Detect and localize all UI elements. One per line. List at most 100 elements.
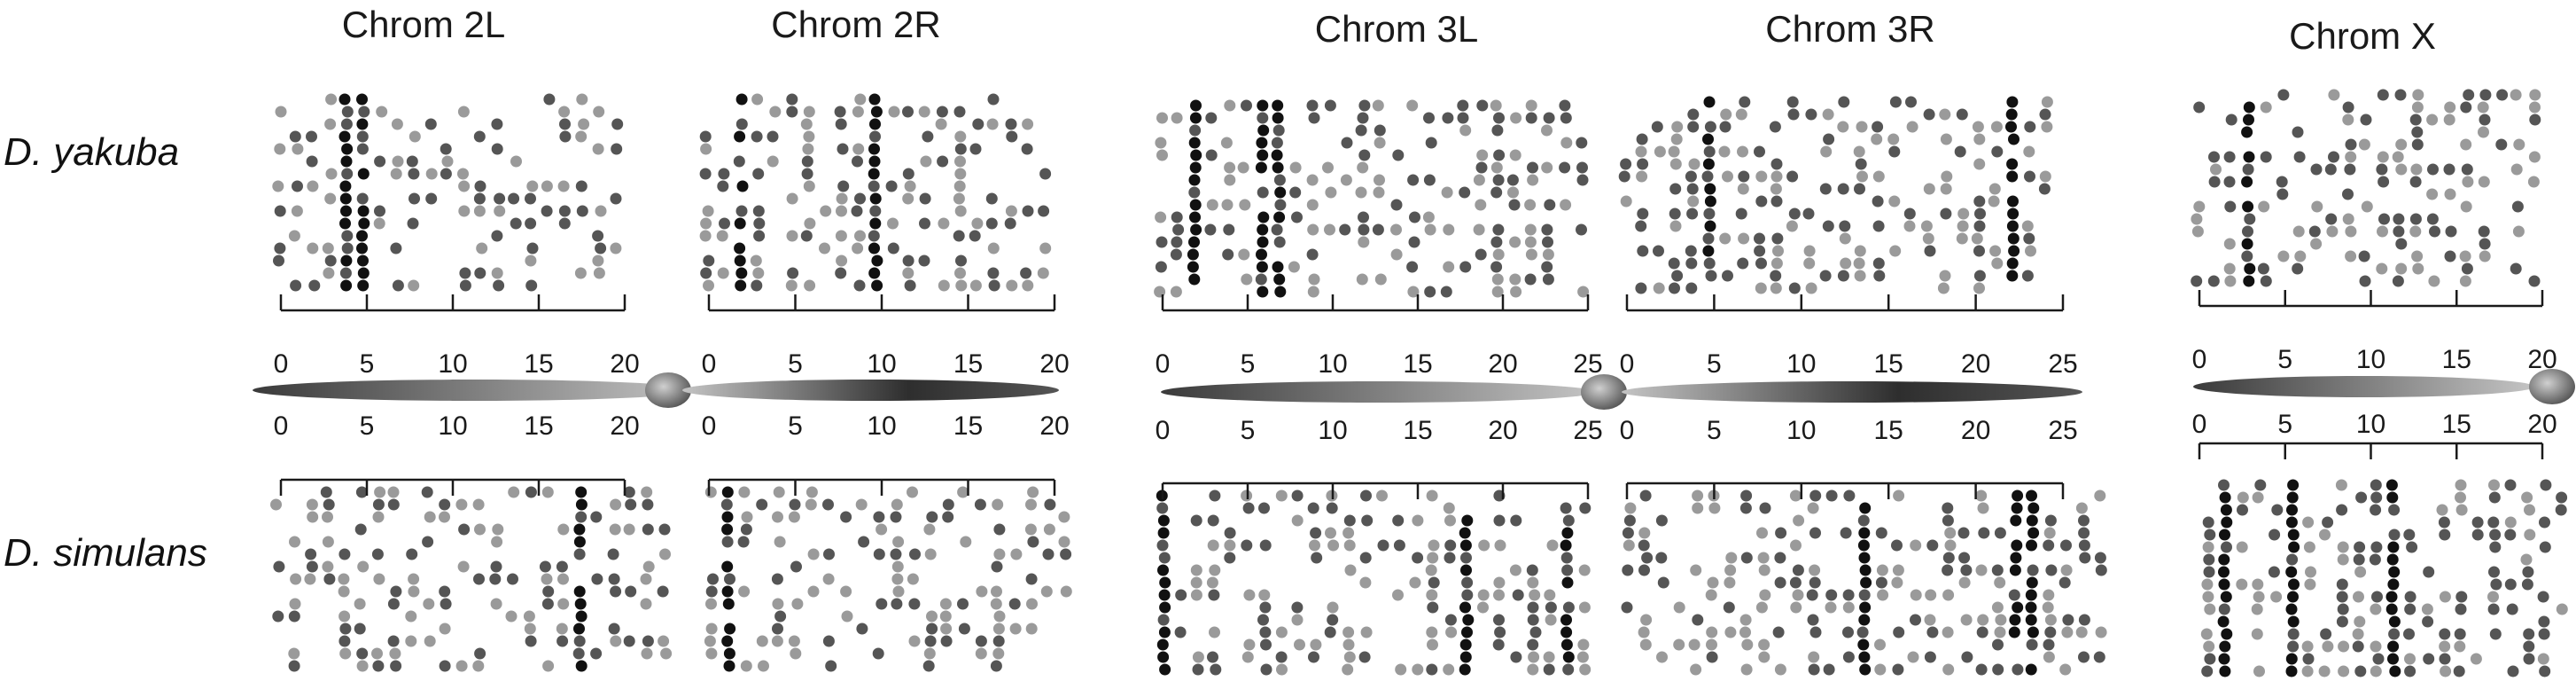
data-point — [1445, 626, 1458, 638]
data-point — [2506, 603, 2518, 615]
data-point — [1510, 286, 1522, 298]
data-point — [289, 598, 301, 610]
data-point — [990, 598, 1002, 610]
data-point — [1994, 576, 2006, 589]
data-point — [734, 130, 746, 143]
data-point — [1561, 527, 1574, 539]
data-point — [1355, 186, 1367, 199]
data-point — [1755, 170, 1768, 183]
data-point — [1875, 576, 1887, 589]
data-point — [2504, 516, 2517, 529]
tick-label: 0 — [274, 411, 289, 441]
data-point — [1243, 638, 1256, 651]
data-point — [272, 180, 284, 192]
data-point — [1255, 273, 1267, 286]
data-point — [939, 610, 952, 623]
data-point — [458, 523, 471, 536]
data-point — [1291, 489, 1304, 502]
data-point — [455, 660, 468, 672]
species-label-simulans: D. simulans — [4, 531, 207, 575]
data-point — [985, 217, 998, 230]
data-point — [2387, 541, 2400, 553]
data-point — [439, 660, 451, 672]
data-point — [1940, 208, 1952, 220]
data-point — [2236, 541, 2248, 553]
data-point — [985, 192, 998, 205]
data-point — [611, 118, 624, 130]
data-point — [372, 660, 385, 672]
data-point — [1291, 601, 1304, 614]
data-point — [440, 143, 452, 155]
data-point — [1271, 223, 1283, 236]
data-point — [2389, 665, 2401, 677]
data-point — [1010, 548, 1023, 560]
data-point — [2218, 578, 2230, 591]
data-point — [1685, 170, 1697, 183]
data-point — [2439, 640, 2451, 653]
data-point — [2287, 628, 2300, 640]
data-point — [1926, 626, 1939, 638]
data-point — [752, 267, 765, 279]
data-point — [1408, 236, 1420, 248]
data-point — [736, 180, 749, 192]
data-point — [2455, 591, 2468, 603]
data-point — [1942, 502, 1954, 514]
data-point — [721, 486, 734, 498]
data-point — [2488, 479, 2500, 491]
data-point — [993, 548, 1006, 560]
data-point — [2376, 262, 2388, 275]
data-point — [855, 498, 868, 511]
data-point — [2444, 250, 2456, 262]
data-point — [1493, 112, 1505, 124]
data-point — [717, 267, 729, 279]
data-point — [852, 106, 864, 118]
tick-label: 20 — [1039, 411, 1069, 441]
data-point — [721, 523, 734, 536]
data-point — [2318, 665, 2331, 677]
data-point — [954, 155, 966, 168]
data-point — [902, 168, 914, 180]
data-point — [2292, 225, 2305, 238]
data-point — [1771, 195, 1783, 208]
data-point — [1977, 502, 1989, 514]
data-point — [1374, 137, 1386, 149]
tick-label: 5 — [360, 349, 375, 379]
data-point — [1651, 121, 1663, 133]
tick-label: 10 — [438, 411, 467, 441]
tick-label: 10 — [2356, 410, 2385, 439]
data-point — [953, 230, 965, 242]
data-point — [610, 242, 622, 255]
data-point — [2287, 479, 2300, 491]
data-point — [1392, 514, 1405, 527]
data-point — [390, 168, 402, 180]
data-point — [1790, 601, 1802, 614]
data-point — [1576, 223, 1587, 236]
data-point — [322, 511, 333, 523]
data-point — [556, 635, 569, 647]
data-point — [2395, 262, 2408, 275]
data-point — [2345, 151, 2357, 163]
data-point — [2523, 653, 2535, 665]
data-point — [1874, 663, 1887, 676]
data-point — [1188, 137, 1201, 149]
data-point — [785, 279, 798, 292]
data-point — [2251, 628, 2263, 640]
data-point — [2286, 491, 2299, 504]
data-point — [273, 560, 285, 573]
data-point — [955, 255, 967, 267]
data-point — [2276, 188, 2289, 200]
data-point — [937, 155, 949, 168]
data-point — [1525, 112, 1537, 124]
data-point — [2460, 200, 2472, 213]
data-point — [904, 180, 916, 192]
data-point — [339, 647, 352, 660]
data-point — [835, 118, 847, 130]
data-point — [1723, 601, 1735, 614]
data-point — [1771, 232, 1784, 245]
data-point — [1975, 489, 1988, 502]
tick-label: 15 — [2442, 345, 2471, 374]
data-point — [802, 143, 814, 155]
data-point — [1991, 145, 2004, 158]
data-point — [1407, 174, 1420, 186]
tick-label: 20 — [1961, 416, 1990, 445]
